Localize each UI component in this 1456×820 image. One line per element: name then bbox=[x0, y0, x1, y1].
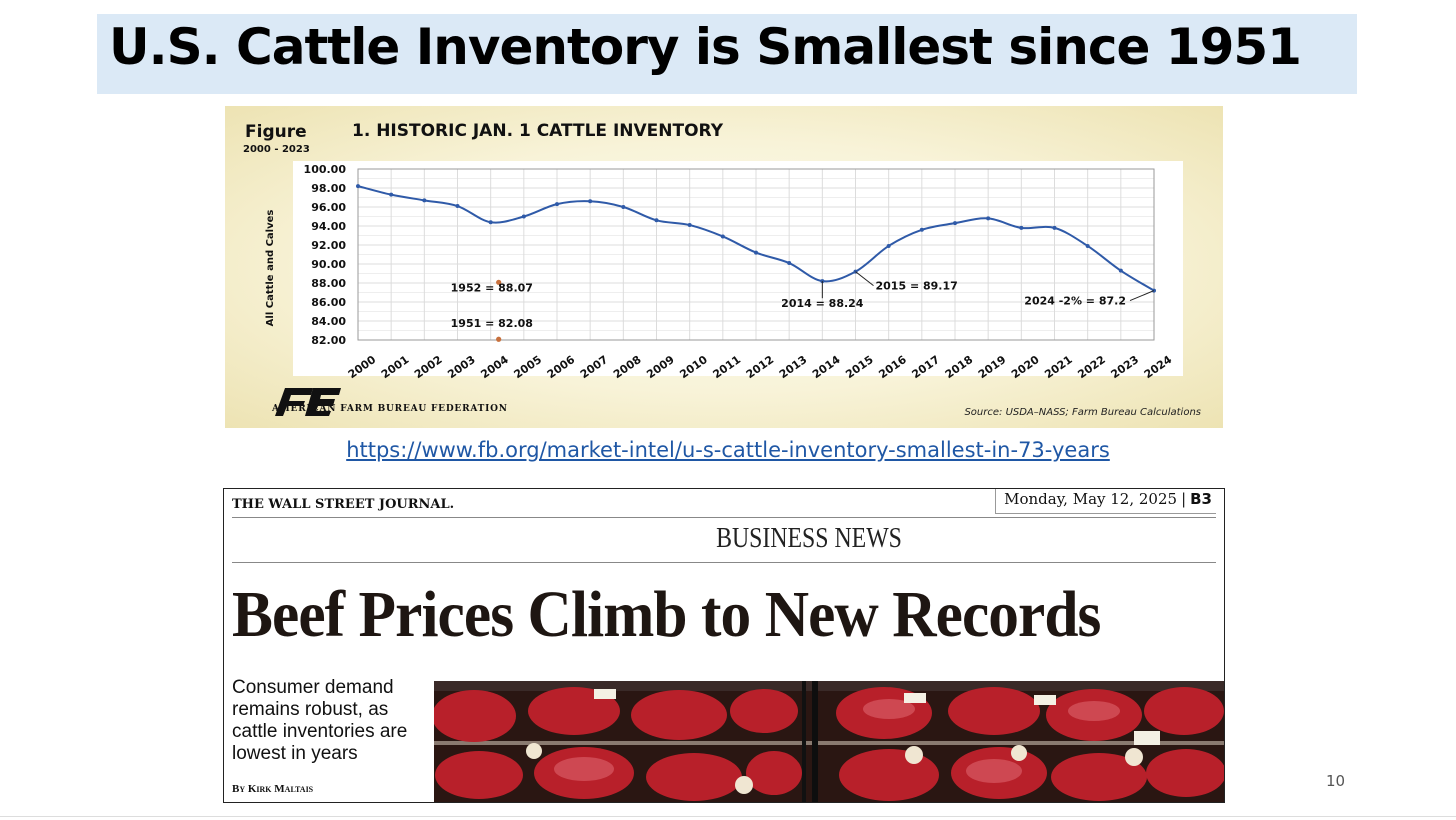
y-tick-label: 98.00 bbox=[311, 182, 346, 195]
series-point bbox=[986, 216, 991, 221]
series-point bbox=[521, 214, 526, 219]
news-headline: Beef Prices Climb to New Records bbox=[232, 578, 1101, 651]
series-point bbox=[455, 204, 460, 209]
cattle-inventory-chart: Figure 1. HISTORIC JAN. 1 CATTLE INVENTO… bbox=[225, 106, 1223, 428]
chart-date-range: 2000 - 2023 bbox=[243, 144, 310, 155]
source-link[interactable]: https://www.fb.org/market-intel/u-s-catt… bbox=[346, 438, 1110, 462]
series-point bbox=[1118, 268, 1123, 273]
y-tick-label: 82.00 bbox=[311, 334, 346, 347]
plot-frame bbox=[357, 168, 1155, 341]
grid-layer bbox=[357, 168, 1155, 341]
annotation-2024: 2024 -2% = 87.2 bbox=[1024, 295, 1126, 308]
series-point bbox=[720, 234, 725, 239]
reference-point bbox=[496, 279, 502, 285]
wsj-masthead: THE WALL STREET JOURNAL. bbox=[232, 497, 455, 512]
y-tick-label: 94.00 bbox=[311, 220, 346, 233]
series-point bbox=[555, 202, 559, 207]
chart-svg: Figure 1. HISTORIC JAN. 1 CATTLE INVENTO… bbox=[243, 121, 1201, 418]
figure-label: Figure bbox=[245, 122, 307, 142]
y-tick-label: 90.00 bbox=[311, 258, 346, 271]
org-name: AMERICAN FARM BUREAU FEDERATION bbox=[271, 404, 508, 414]
news-dek: Consumer demand remains robust, as cattl… bbox=[232, 677, 408, 764]
wsj-date: Monday, May 12, 2025 bbox=[1004, 490, 1178, 508]
beef-photo-illustration bbox=[434, 681, 1224, 802]
series-point bbox=[389, 192, 394, 197]
series-point bbox=[919, 227, 924, 232]
series-point bbox=[1085, 243, 1090, 248]
y-tick-label: 84.00 bbox=[311, 315, 346, 328]
y-tick-label: 88.00 bbox=[311, 277, 346, 290]
chart-title: 1. HISTORIC JAN. 1 CATTLE INVENTORY bbox=[352, 121, 724, 141]
series-point bbox=[621, 205, 626, 209]
section-rule bbox=[232, 562, 1216, 563]
wsj-page-label: B3 bbox=[1190, 490, 1212, 508]
wsj-dateline: Monday, May 12, 2025 | B3 bbox=[995, 489, 1216, 514]
reference-point bbox=[496, 336, 502, 342]
series-layer bbox=[356, 184, 1156, 293]
series-point bbox=[953, 221, 957, 226]
afbf-logo-b bbox=[305, 388, 341, 416]
chart-source-note: Source: USDA–NASS; Farm Bureau Calculati… bbox=[964, 407, 1201, 418]
slide-page-number: 10 bbox=[1326, 772, 1346, 790]
afbf-logo-f bbox=[275, 388, 313, 416]
news-byline: By Kirk Maltais bbox=[232, 783, 314, 795]
series-point bbox=[588, 199, 593, 204]
annotation-layer: 1952 = 88.07 1951 = 82.08 2014 = 88.24 2015… bbox=[451, 271, 1155, 342]
series-point bbox=[422, 198, 427, 203]
reference-label-1952: 1952 = 88.07 bbox=[451, 282, 533, 295]
series-point bbox=[356, 184, 360, 189]
series-point bbox=[1019, 225, 1024, 230]
section-label: BUSINESS NEWS bbox=[716, 523, 902, 554]
annotation-2015: 2015 = 89.17 bbox=[876, 280, 958, 293]
slide-title-bar: U.S. Cattle Inventory is Smallest since … bbox=[97, 14, 1357, 94]
y-axis-label: All Cattle and Calves bbox=[265, 210, 276, 327]
y-tick-label: 100.00 bbox=[304, 163, 347, 176]
y-tick-label: 86.00 bbox=[311, 296, 346, 309]
annotation-2014: 2014 = 88.24 bbox=[781, 297, 864, 310]
wsj-clipping: THE WALL STREET JOURNAL. Monday, May 12,… bbox=[223, 488, 1225, 803]
dateline-separator: | bbox=[1181, 490, 1187, 508]
series-point bbox=[687, 223, 692, 228]
beef-photo bbox=[434, 681, 1224, 802]
series-point bbox=[754, 250, 758, 255]
y-tick-labels: 100.00 98.00 96.00 94.00 92.00 90.00 88.00 86.0… bbox=[304, 163, 347, 347]
series-point bbox=[1052, 225, 1057, 230]
y-tick-label: 96.00 bbox=[311, 201, 346, 214]
afbf-logo bbox=[275, 388, 341, 416]
series-point bbox=[787, 261, 792, 266]
series-point bbox=[488, 220, 493, 225]
series-point bbox=[654, 218, 659, 223]
annotation-leader-2015 bbox=[855, 271, 874, 286]
slide-bottom-border bbox=[0, 816, 1456, 817]
y-tick-label: 92.00 bbox=[311, 239, 346, 252]
masthead-rule bbox=[232, 517, 1216, 518]
annotation-leader-2024 bbox=[1129, 290, 1155, 302]
slide-title: U.S. Cattle Inventory is Smallest since … bbox=[109, 18, 1302, 76]
reference-label-1951: 1951 = 82.08 bbox=[451, 317, 533, 330]
series-point bbox=[886, 243, 891, 248]
plot-area-background bbox=[293, 161, 1183, 376]
